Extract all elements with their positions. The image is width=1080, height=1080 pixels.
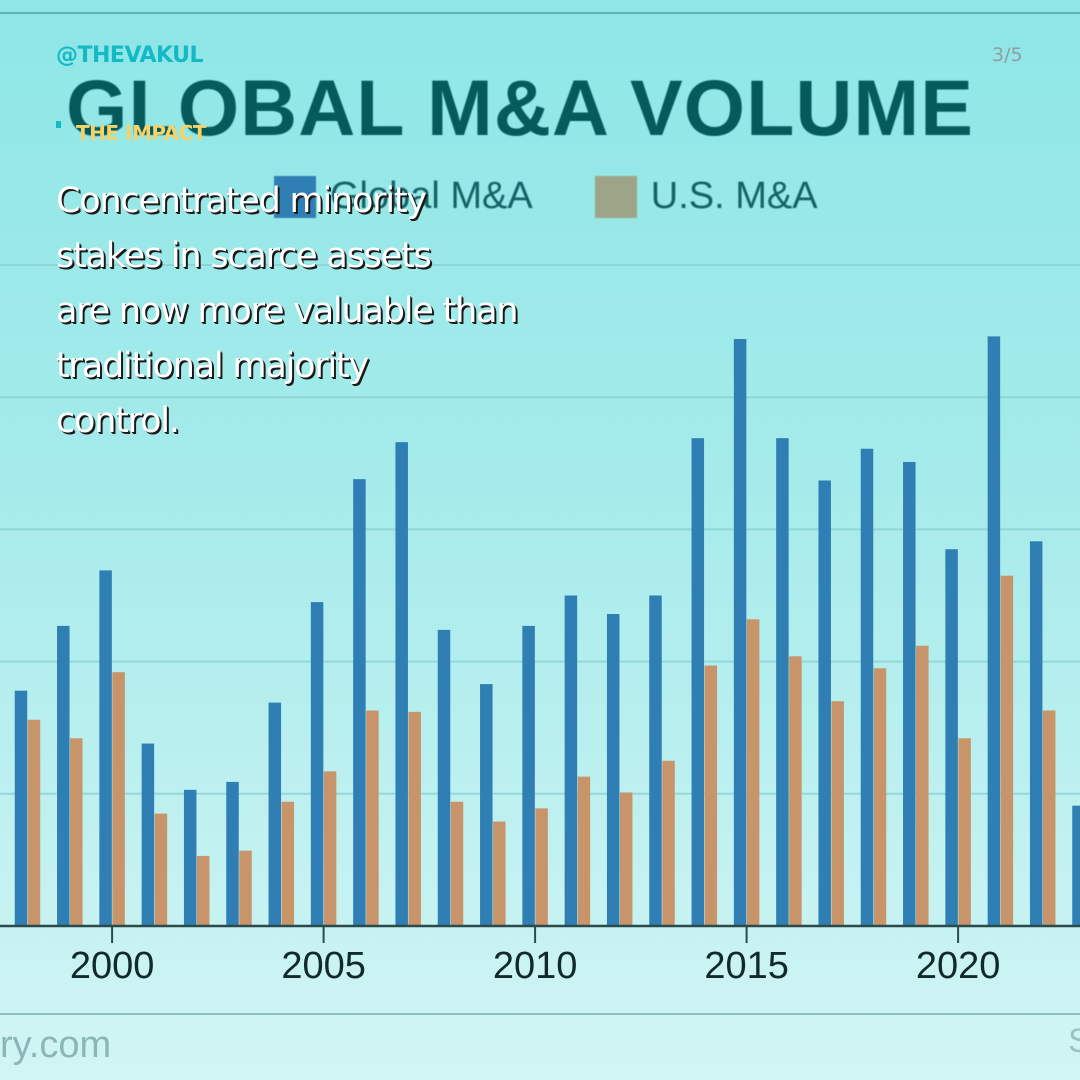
bar-us-2007	[408, 711, 421, 926]
bar-global-2009	[480, 684, 493, 926]
bar-global-2004	[268, 702, 282, 926]
source-credit-right: S	[1068, 1022, 1080, 1060]
top-rule	[0, 12, 1080, 14]
bar-global-2002	[183, 789, 197, 926]
body-text: Concentrated minority stakes in scarce a…	[56, 174, 616, 449]
bar-us-2000	[112, 672, 125, 926]
bar-us-2016	[789, 656, 802, 926]
x-axis-ticks: 2000 2005 2010 2015 2020	[70, 926, 1001, 987]
source-credit: ry.com	[0, 1024, 112, 1066]
legend-swatch-global	[274, 175, 316, 218]
legend-label-us: U.S. M&A	[650, 175, 818, 217]
bar-global-2005	[310, 602, 324, 926]
body-line: traditional majority	[56, 346, 369, 386]
bar-us-1998	[27, 719, 41, 926]
bar-global-2015	[733, 339, 747, 927]
bar-global-2010	[522, 625, 535, 926]
x-tick-label-2020: 2020	[916, 945, 1001, 987]
bar-global-2007	[395, 442, 408, 926]
section-marker-icon	[56, 121, 61, 128]
bar-us-2014	[704, 665, 718, 926]
bar-us-2018	[873, 668, 887, 926]
bar-us-2021	[1000, 575, 1014, 926]
x-tick-label-2000: 2000	[70, 945, 155, 987]
bar-us-2004	[281, 801, 295, 926]
bar-global-2013	[649, 595, 662, 926]
body-line: are now more valuable than	[56, 291, 519, 331]
bar-global-2003	[226, 781, 239, 926]
bar-us-2008	[450, 801, 464, 926]
bar-global-2021	[987, 336, 1001, 926]
bar-global-2014	[691, 438, 705, 926]
bar-us-2011	[577, 776, 591, 926]
bar-us-2012	[619, 792, 633, 926]
bar-global-2006	[353, 479, 366, 926]
legend-label-global: Global M&A	[330, 175, 533, 217]
bar-global-2017	[818, 480, 831, 926]
bar-global-2000	[99, 570, 112, 926]
bar-global-2018	[860, 448, 874, 926]
x-tick-label-2005: 2005	[281, 945, 366, 987]
bar-us-2003	[239, 850, 252, 926]
source-divider	[0, 1013, 1080, 1015]
bar-global-2008	[437, 629, 451, 926]
page-indicator: 3/5	[992, 44, 1023, 66]
bar-global-2020	[945, 549, 958, 926]
section-label: THE IMPACT	[76, 121, 206, 145]
bar-global-1998	[14, 690, 28, 926]
bar-us-2006	[366, 710, 379, 926]
body-line: stakes in scarce assets	[56, 236, 432, 276]
chart-title: GLOBAL M&A VOLUME	[66, 63, 974, 152]
author-handle: @THEVAKUL	[56, 43, 204, 68]
gridlines	[0, 264, 1080, 795]
x-tick-label-2010: 2010	[493, 945, 578, 987]
bar-us-2015	[746, 619, 760, 926]
body-line: control.	[56, 401, 180, 441]
bar-us-2009	[493, 821, 506, 926]
bar-us-2013	[662, 760, 675, 926]
bar-us-2022	[1042, 710, 1056, 926]
bar-global-2012	[606, 614, 620, 926]
bar-us-2010	[535, 808, 548, 926]
bar-global-2019	[903, 461, 916, 926]
legend-item-us: U.S. M&A	[594, 175, 818, 218]
bar-global-2011	[564, 595, 578, 926]
legend-item-global: Global M&A	[274, 175, 533, 218]
bar-global-2023	[1072, 805, 1080, 926]
chart-legend: Global M&A U.S. M&A	[274, 175, 880, 218]
bar-us-2020	[958, 738, 971, 926]
bar-us-2019	[916, 645, 929, 926]
bar-us-2002	[196, 855, 210, 926]
bar-global-2001	[141, 743, 155, 926]
bar-global-2022	[1029, 541, 1043, 926]
bars	[14, 336, 1080, 927]
bar-us-2017	[831, 701, 844, 926]
bar-us-2001	[154, 813, 168, 926]
bar-global-1999	[57, 625, 70, 926]
bar-us-2005	[323, 771, 337, 926]
x-tick-label-2015: 2015	[704, 945, 789, 987]
bar-us-1999	[70, 738, 83, 926]
bar-global-2016	[776, 438, 789, 926]
body-line: Concentrated minority	[56, 181, 427, 221]
legend-swatch-us	[594, 175, 637, 218]
